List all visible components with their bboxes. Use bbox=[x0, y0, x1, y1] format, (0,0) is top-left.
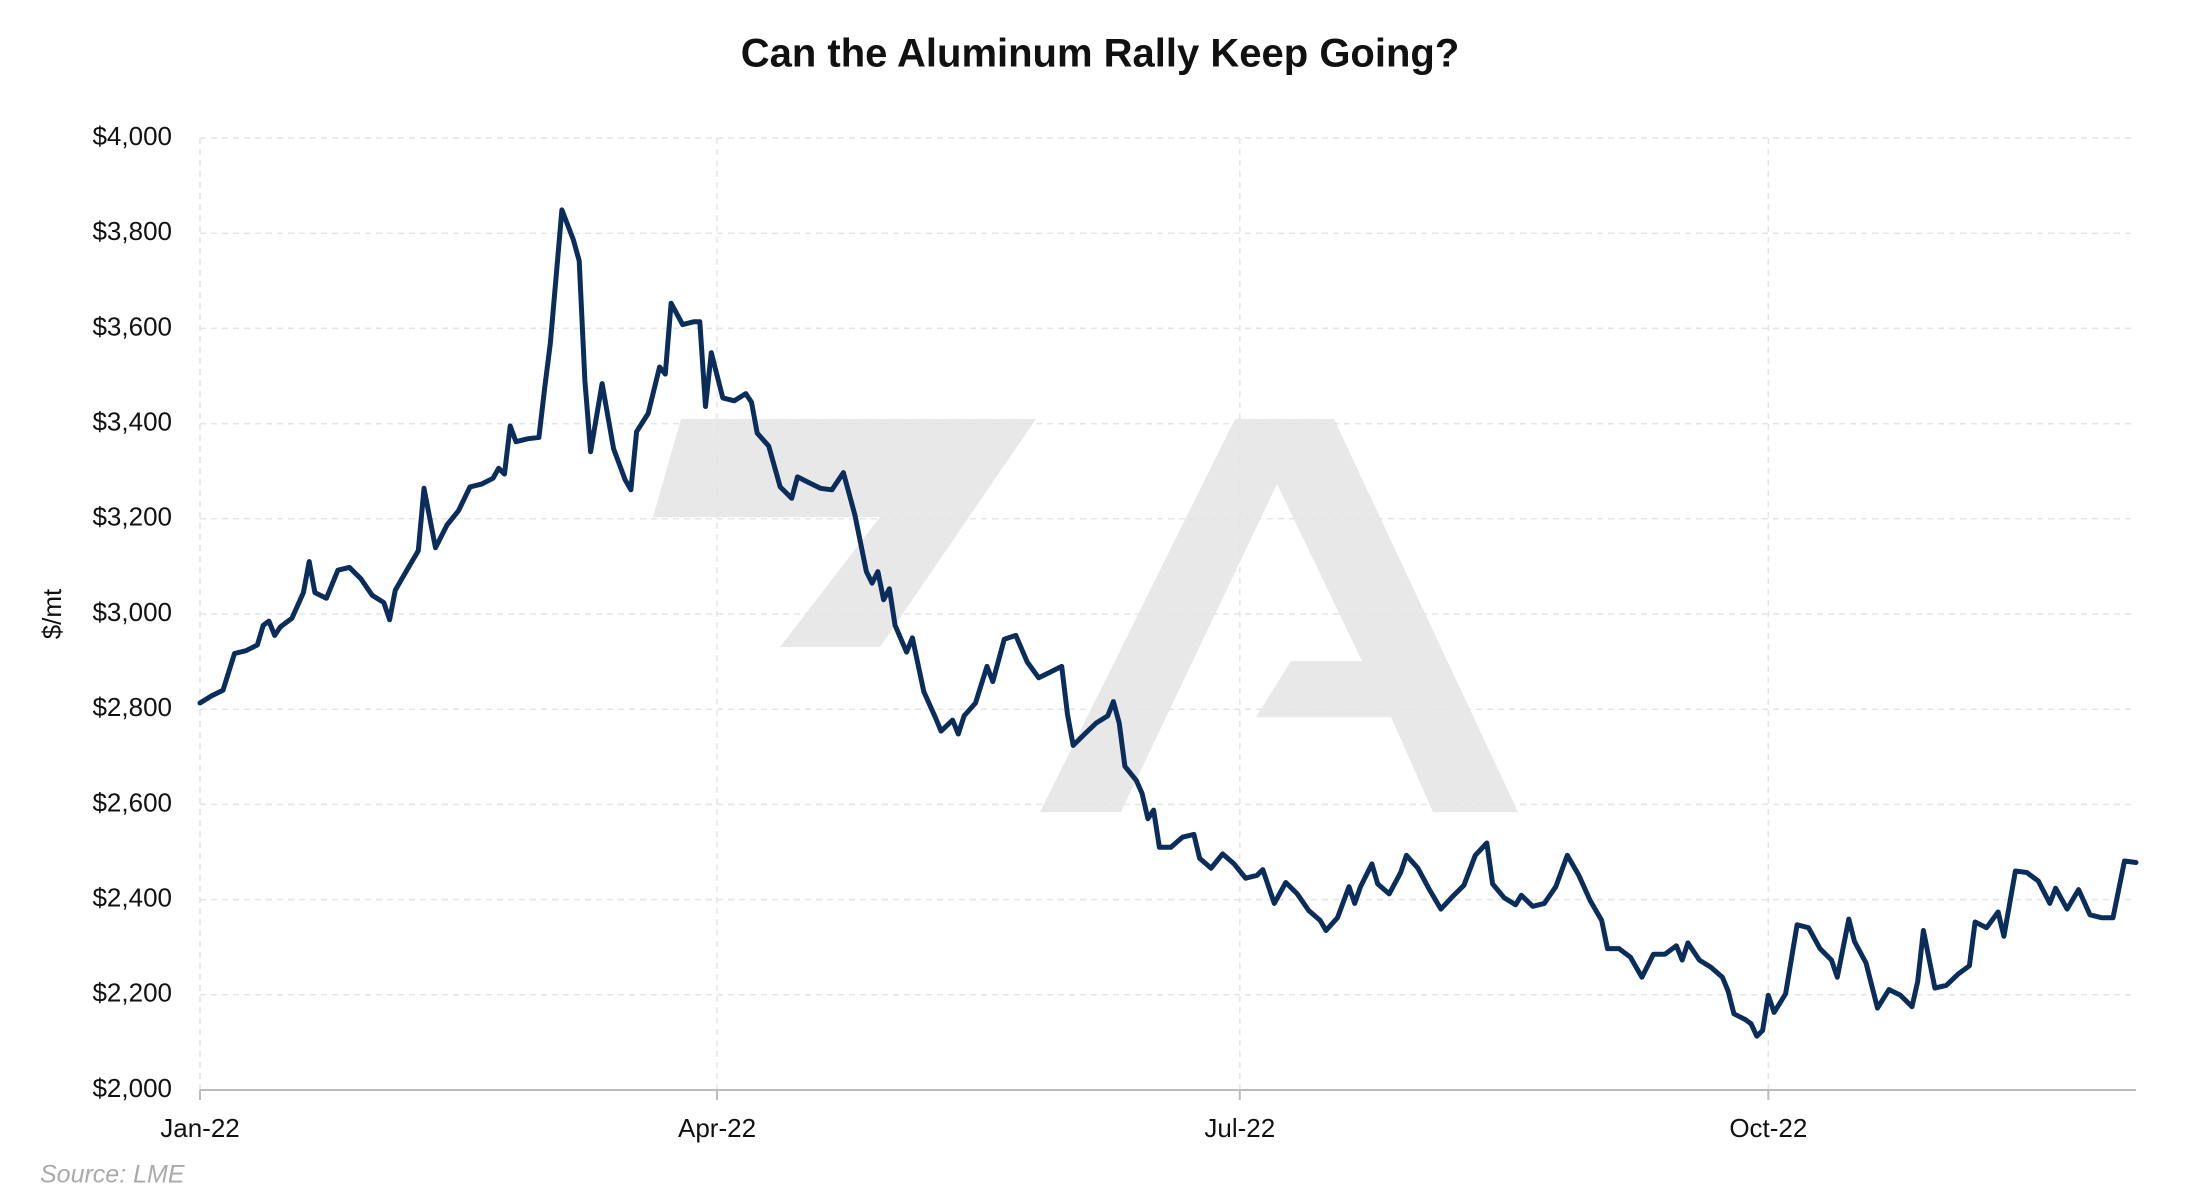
y-tick-label: $3,200 bbox=[92, 502, 172, 532]
y-tick-label: $2,800 bbox=[92, 692, 172, 722]
y-tick-label: $2,200 bbox=[92, 978, 172, 1008]
y-tick-label: $2,600 bbox=[92, 787, 172, 817]
price-line bbox=[197, 207, 2139, 1039]
y-tick-label: $3,400 bbox=[92, 406, 172, 436]
source-note: Source: LME bbox=[40, 1161, 185, 1189]
logo-left bbox=[653, 419, 1036, 647]
y-tick-label: $2,400 bbox=[92, 882, 172, 912]
chart-title: Can the Aluminum Rally Keep Going? bbox=[741, 32, 1460, 76]
logo-right bbox=[1040, 419, 1518, 812]
y-tick-label: $2,000 bbox=[92, 1073, 172, 1103]
x-tick-label: Oct-22 bbox=[1729, 1113, 1807, 1143]
y-tick-label: $3,000 bbox=[92, 597, 172, 627]
y-tick-label: $3,600 bbox=[92, 311, 172, 341]
watermark-logo bbox=[653, 419, 1518, 812]
x-tick-label: Jul-22 bbox=[1204, 1113, 1275, 1143]
x-tick-label: Jan-22 bbox=[160, 1113, 240, 1143]
y-axis-label: $/mt bbox=[37, 588, 67, 639]
x-tick-label: Apr-22 bbox=[678, 1113, 756, 1143]
y-tick-label: $4,000 bbox=[92, 121, 172, 151]
y-tick-label: $3,800 bbox=[92, 216, 172, 246]
